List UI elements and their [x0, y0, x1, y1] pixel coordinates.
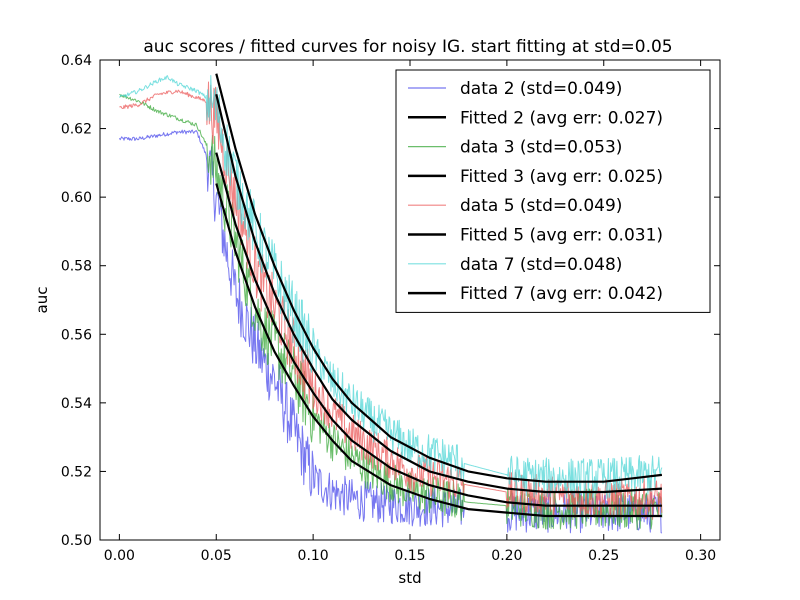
- y-tick-label: 0.60: [61, 190, 92, 206]
- y-axis-label: auc: [33, 287, 51, 314]
- x-tick-label: 0.25: [588, 548, 619, 564]
- y-tick-label: 0.58: [61, 259, 92, 275]
- y-tick-label: 0.52: [61, 464, 92, 480]
- legend-box: [395, 69, 711, 313]
- y-tick-label: 0.64: [61, 53, 92, 69]
- x-tick-label: 0.10: [298, 548, 329, 564]
- legend-label-data-5-std-0-049: data 5 (std=0.049): [460, 196, 622, 216]
- series-line-fitted-7-avg-err-0-042: [215, 73, 663, 483]
- legend-label-fitted-3-avg-err-0-025: Fitted 3 (avg err: 0.025): [460, 167, 663, 187]
- x-axis-label: std: [398, 569, 421, 587]
- x-tick-label: 0.05: [201, 548, 232, 564]
- x-tick-label: 0.15: [394, 548, 425, 564]
- y-tick-label: 0.62: [61, 122, 92, 138]
- series-line-data-7-std-0-048: [118, 75, 663, 500]
- legend: data 2 (std=0.049) Fitted 2 (avg err: 0.0…: [395, 69, 711, 313]
- x-tick-label: 0.20: [491, 548, 522, 564]
- y-tick-label: 0.50: [61, 533, 92, 549]
- series-line-fitted-2-avg-err-0-027: [215, 183, 662, 518]
- y-tick-label: 0.54: [61, 396, 92, 412]
- legend-label-data-2-std-0-049: data 2 (std=0.049): [460, 79, 622, 99]
- y-tick-label: 0.56: [61, 327, 92, 343]
- legend-label-data-3-std-0-053: data 3 (std=0.053): [460, 138, 622, 158]
- legend-label-fitted-2-avg-err-0-027: Fitted 2 (avg err: 0.027): [460, 108, 663, 128]
- series-line-data-2-std-0-049: [118, 129, 663, 534]
- legend-label-fitted-7-avg-err-0-042: Fitted 7 (avg err: 0.042): [460, 284, 663, 304]
- series-layer: [118, 73, 663, 534]
- chart-title: auc scores / fitted curves for noisy IG.…: [143, 37, 672, 57]
- series-line-fitted-3-avg-err-0-025: [215, 152, 662, 507]
- legend-label-data-7-std-0-048: data 7 (std=0.048): [460, 255, 622, 275]
- ticks-layer: 0.00 0.05 0.10 0.15 0.20 0.25 0.30 0.50 0.52 0.54…: [61, 53, 720, 564]
- series-line-fitted-5-avg-err-0-031: [215, 94, 662, 494]
- legend-label-fitted-5-avg-err-0-031: Fitted 5 (avg err: 0.031): [460, 226, 663, 246]
- x-tick-label: 0.30: [685, 548, 716, 564]
- x-tick-label: 0.00: [104, 548, 135, 564]
